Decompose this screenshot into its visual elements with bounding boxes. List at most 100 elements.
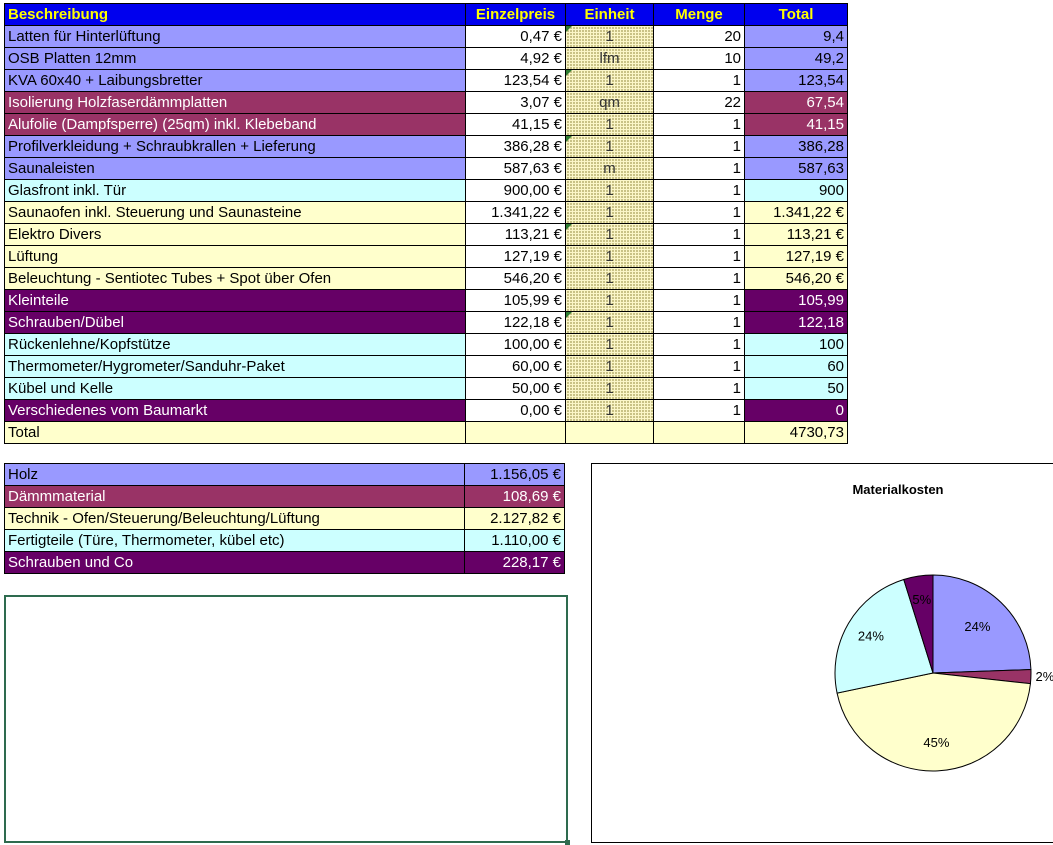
cell-einzelpreis[interactable]: 0,47 € (465, 25, 566, 48)
cell-beschreibung[interactable]: Glasfront inkl. Tür (4, 179, 466, 202)
cell-einzelpreis[interactable]: 386,28 € (465, 135, 566, 158)
cell-total[interactable]: 127,19 € (744, 245, 848, 268)
header-beschreibung[interactable]: Beschreibung (4, 3, 466, 26)
cell-beschreibung[interactable]: Thermometer/Hygrometer/Sanduhr-Paket (4, 355, 466, 378)
cell-total[interactable]: 49,2 (744, 47, 848, 70)
cell-einheit[interactable]: 1 (565, 25, 654, 48)
cell-menge[interactable]: 10 (653, 47, 745, 70)
empty-cell[interactable] (565, 421, 654, 444)
cell-einzelpreis[interactable]: 4,92 € (465, 47, 566, 70)
cell-beschreibung[interactable]: Lüftung (4, 245, 466, 268)
cell-einheit[interactable]: 1 (565, 113, 654, 136)
cell-menge[interactable]: 1 (653, 289, 745, 312)
cell-einzelpreis[interactable]: 1.341,22 € (465, 201, 566, 224)
cell-einheit[interactable]: 1 (565, 355, 654, 378)
summary-label[interactable]: Fertigteile (Türe, Thermometer, kübel et… (4, 529, 465, 552)
cell-einheit[interactable]: 1 (565, 333, 654, 356)
cell-menge[interactable]: 1 (653, 223, 745, 246)
cell-total[interactable]: 546,20 € (744, 267, 848, 290)
cell-einzelpreis[interactable]: 122,18 € (465, 311, 566, 334)
cell-einheit[interactable]: qm (565, 91, 654, 114)
resize-handle[interactable] (565, 840, 570, 845)
cell-menge[interactable]: 1 (653, 69, 745, 92)
cell-beschreibung[interactable]: Latten für Hinterlüftung (4, 25, 466, 48)
header-menge[interactable]: Menge (653, 3, 745, 26)
summary-label[interactable]: Technik - Ofen/Steuerung/Beleuchtung/Lüf… (4, 507, 465, 530)
summary-label[interactable]: Dämmmaterial (4, 485, 465, 508)
cell-einheit[interactable]: 1 (565, 69, 654, 92)
cell-einheit[interactable]: 1 (565, 311, 654, 334)
cell-einheit[interactable]: 1 (565, 201, 654, 224)
cell-total[interactable]: 587,63 (744, 157, 848, 180)
pie-chart[interactable]: Materialkosten 24% 2% 45% 24% 5% (591, 463, 1053, 843)
cell-total[interactable]: 113,21 € (744, 223, 848, 246)
cell-einzelpreis[interactable]: 587,63 € (465, 157, 566, 180)
empty-cell[interactable] (465, 421, 566, 444)
cell-beschreibung[interactable]: Verschiedenes vom Baumarkt (4, 399, 466, 422)
cell-einzelpreis[interactable]: 546,20 € (465, 267, 566, 290)
cell-menge[interactable]: 1 (653, 399, 745, 422)
summary-label[interactable]: Schrauben und Co (4, 551, 465, 574)
cell-einheit[interactable]: 1 (565, 245, 654, 268)
cell-beschreibung[interactable]: Alufolie (Dampfsperre) (25qm) inkl. Kleb… (4, 113, 466, 136)
summary-value[interactable]: 2.127,82 € (464, 507, 565, 530)
cell-beschreibung[interactable]: OSB Platten 12mm (4, 47, 466, 70)
cell-menge[interactable]: 1 (653, 135, 745, 158)
cell-menge[interactable]: 1 (653, 355, 745, 378)
cell-einzelpreis[interactable]: 3,07 € (465, 91, 566, 114)
cell-menge[interactable]: 1 (653, 179, 745, 202)
cell-total[interactable]: 0 (744, 399, 848, 422)
header-einzelpreis[interactable]: Einzelpreis (465, 3, 566, 26)
header-total[interactable]: Total (744, 3, 848, 26)
pie-slice[interactable] (903, 574, 934, 674)
cell-total[interactable]: 41,15 (744, 113, 848, 136)
cell-total[interactable]: 123,54 (744, 69, 848, 92)
cell-menge[interactable]: 1 (653, 113, 745, 136)
pie-slice[interactable] (834, 578, 934, 694)
empty-cell[interactable] (653, 421, 745, 444)
cell-total[interactable]: 100 (744, 333, 848, 356)
cell-beschreibung[interactable]: Elektro Divers (4, 223, 466, 246)
cell-total[interactable]: 9,4 (744, 25, 848, 48)
cell-menge[interactable]: 1 (653, 267, 745, 290)
cell-beschreibung[interactable]: Rückenlehne/Kopfstütze (4, 333, 466, 356)
cell-beschreibung[interactable]: KVA 60x40 + Laibungsbretter (4, 69, 466, 92)
cell-einzelpreis[interactable]: 0,00 € (465, 399, 566, 422)
cell-total[interactable]: 122,18 (744, 311, 848, 334)
total-label[interactable]: Total (4, 421, 466, 444)
pie-slice[interactable] (932, 574, 1032, 674)
cell-total[interactable]: 50 (744, 377, 848, 400)
cell-einzelpreis[interactable]: 50,00 € (465, 377, 566, 400)
cell-einheit[interactable]: 1 (565, 135, 654, 158)
text-box[interactable] (4, 595, 570, 845)
cell-einzelpreis[interactable]: 123,54 € (465, 69, 566, 92)
cell-menge[interactable]: 1 (653, 201, 745, 224)
cell-menge[interactable]: 20 (653, 25, 745, 48)
cell-einheit[interactable]: 1 (565, 377, 654, 400)
cell-menge[interactable]: 1 (653, 157, 745, 180)
cell-einheit[interactable]: lfm (565, 47, 654, 70)
cell-einzelpreis[interactable]: 900,00 € (465, 179, 566, 202)
summary-value[interactable]: 1.156,05 € (464, 463, 565, 486)
cell-beschreibung[interactable]: Saunaleisten (4, 157, 466, 180)
cell-total[interactable]: 1.341,22 € (744, 201, 848, 224)
cell-einheit[interactable]: 1 (565, 267, 654, 290)
cell-total[interactable]: 67,54 (744, 91, 848, 114)
cell-einheit[interactable]: m (565, 157, 654, 180)
cell-menge[interactable]: 1 (653, 377, 745, 400)
summary-label[interactable]: Holz (4, 463, 465, 486)
cell-beschreibung[interactable]: Saunaofen inkl. Steuerung und Saunastein… (4, 201, 466, 224)
cell-einheit[interactable]: 1 (565, 179, 654, 202)
cell-beschreibung[interactable]: Profilverkleidung + Schraubkrallen + Lie… (4, 135, 466, 158)
cell-einheit[interactable]: 1 (565, 399, 654, 422)
cell-einzelpreis[interactable]: 127,19 € (465, 245, 566, 268)
summary-value[interactable]: 108,69 € (464, 485, 565, 508)
cell-einzelpreis[interactable]: 105,99 € (465, 289, 566, 312)
cell-menge[interactable]: 1 (653, 311, 745, 334)
cell-total[interactable]: 900 (744, 179, 848, 202)
summary-value[interactable]: 1.110,00 € (464, 529, 565, 552)
header-einheit[interactable]: Einheit (565, 3, 654, 26)
cell-beschreibung[interactable]: Beleuchtung - Sentiotec Tubes + Spot übe… (4, 267, 466, 290)
cell-total[interactable]: 105,99 (744, 289, 848, 312)
cell-beschreibung[interactable]: Schrauben/Dübel (4, 311, 466, 334)
